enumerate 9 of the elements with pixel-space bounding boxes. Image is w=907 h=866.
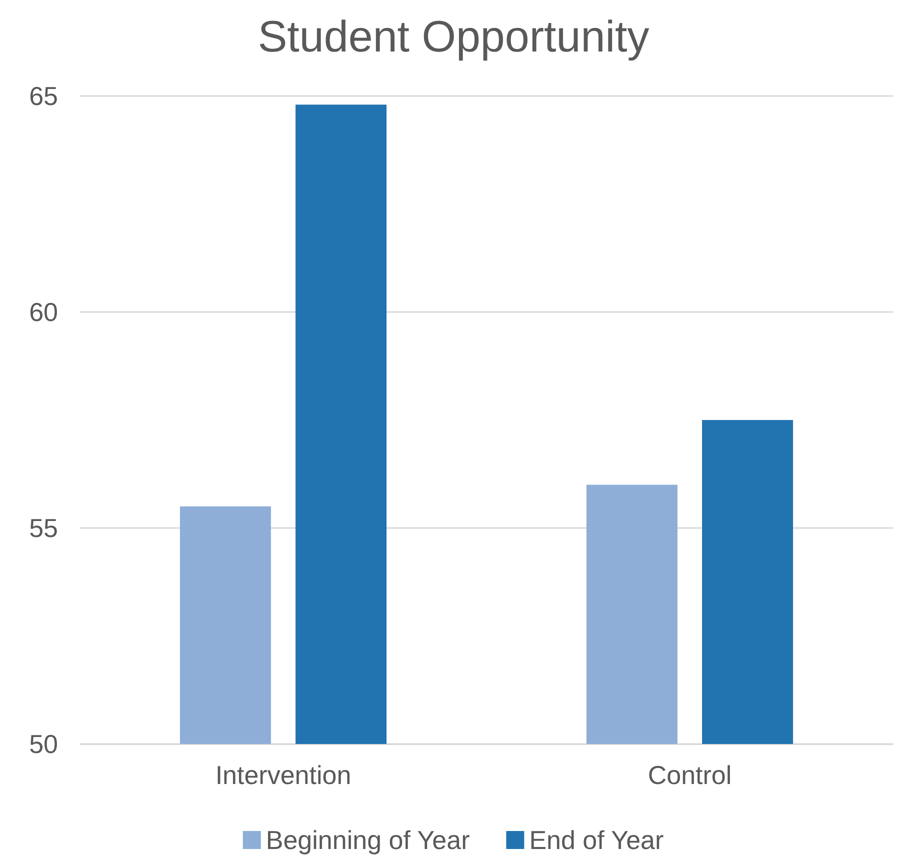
legend-label: End of Year	[529, 825, 664, 855]
y-tick-label: 55	[29, 513, 58, 543]
x-tick-label: Intervention	[215, 760, 352, 790]
y-tick-label: 50	[29, 729, 58, 759]
y-tick-label: 65	[29, 81, 58, 111]
x-tick-label: Control	[648, 760, 732, 790]
chart-title: Student Opportunity	[258, 12, 650, 62]
y-tick-label: 60	[29, 297, 58, 327]
legend-label: Beginning of Year	[266, 825, 470, 855]
